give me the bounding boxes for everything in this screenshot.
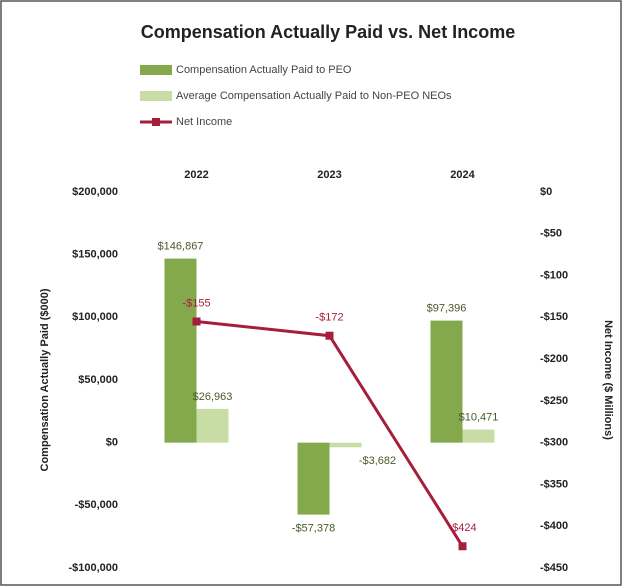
y2-tick-label: -$450 [540,562,568,574]
x-tick-label: 2022 [184,169,208,181]
data-label: $146,867 [158,240,204,252]
chart-title: Compensation Actually Paid vs. Net Incom… [141,22,515,42]
y-tick-label: $150,000 [72,249,118,261]
line-marker [458,542,467,551]
legend-marker [152,118,160,126]
data-label: -$424 [448,522,476,534]
bar [329,442,362,448]
y2-tick-label: -$400 [540,520,568,532]
legend-label: Average Compensation Actually Paid to No… [176,90,452,102]
y2-tick-label: -$150 [540,311,568,323]
bar [196,408,229,443]
legend-swatch [140,65,172,75]
y2-tick-label: -$200 [540,353,568,365]
data-label: -$57,378 [292,522,335,534]
legend-label: Net Income [176,116,232,128]
y-axis-title: Compensation Actually Paid ($000) [39,288,51,471]
y-tick-label: $200,000 [72,186,118,198]
x-tick-label: 2024 [450,169,475,181]
legend-swatch [140,91,172,101]
y2-tick-label: -$50 [540,228,562,240]
legend-label: Compensation Actually Paid to PEO [176,64,352,76]
y2-tick-label: -$300 [540,437,568,449]
y-tick-label: -$50,000 [75,499,118,511]
bar [462,429,495,443]
y2-tick-label: -$100 [540,269,568,281]
data-label: $10,471 [459,411,499,423]
y-tick-label: $0 [106,437,118,449]
data-label: $97,396 [427,303,467,315]
y2-tick-label: -$250 [540,395,568,407]
line-marker [192,317,201,326]
data-label: -$155 [182,297,210,309]
bar [430,320,463,443]
x-tick-label: 2023 [317,169,341,181]
y-tick-label: $50,000 [78,374,118,386]
y2-tick-label: -$350 [540,478,568,490]
line-marker [325,331,334,340]
y2-axis-title: Net Income ($ Millions) [602,320,614,440]
data-label: -$172 [315,312,343,324]
data-label: $26,963 [193,391,233,403]
data-label: -$3,682 [359,455,396,467]
bar [164,258,197,443]
y2-tick-label: $0 [540,186,552,198]
bar [297,442,330,515]
y-tick-label: $100,000 [72,311,118,323]
y-tick-label: -$100,000 [68,562,118,574]
